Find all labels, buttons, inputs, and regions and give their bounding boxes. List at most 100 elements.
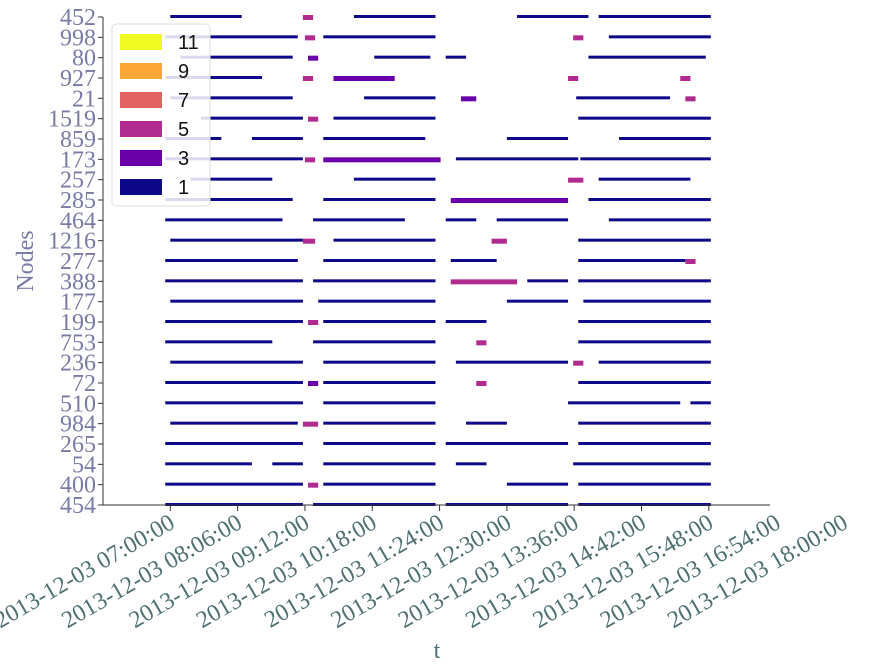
segment: [573, 462, 711, 466]
segment: [685, 259, 696, 264]
segment: [307, 482, 319, 488]
y-tick-label: 464: [60, 208, 96, 234]
segment: [608, 218, 711, 222]
segment: [578, 381, 711, 384]
segment: [165, 401, 303, 405]
segment: [578, 482, 711, 486]
segment: [455, 462, 487, 466]
segment: [165, 198, 293, 201]
segment: [170, 238, 303, 242]
segment: [598, 360, 711, 364]
segment: [307, 55, 319, 61]
segment: [578, 320, 711, 323]
y-tick-label: 998: [60, 25, 96, 51]
segment: [460, 96, 477, 102]
legend-label: 3: [178, 148, 189, 170]
segment: [165, 462, 252, 466]
segment: [491, 238, 507, 244]
segment: [165, 35, 298, 39]
segment: [323, 157, 441, 163]
segment: [251, 137, 303, 140]
segment: [476, 381, 487, 386]
y-tick-label: 454: [60, 493, 96, 519]
segment: [496, 218, 569, 222]
segment: [364, 96, 436, 100]
segment: [445, 55, 467, 59]
segment: [573, 360, 584, 366]
segment: [302, 238, 316, 244]
segment: [333, 116, 436, 120]
x-axis-label: t: [434, 638, 441, 664]
segment: [304, 157, 316, 163]
segment: [165, 442, 303, 445]
segment: [302, 15, 314, 20]
y-tick-label: 753: [60, 330, 96, 356]
segment: [450, 198, 569, 203]
segment: [165, 259, 298, 262]
segment: [588, 198, 711, 201]
segment: [527, 279, 569, 283]
y-tick-label: 927: [60, 66, 96, 92]
segment: [323, 259, 436, 262]
segment: [374, 55, 431, 59]
segment: [200, 116, 303, 120]
y-tick-label: 199: [60, 310, 96, 336]
legend-swatch: [120, 34, 162, 50]
segment: [333, 238, 436, 242]
segment: [318, 299, 436, 303]
segment: [690, 401, 711, 405]
legend-swatch: [120, 179, 162, 195]
segment: [608, 35, 711, 39]
segment: [307, 320, 319, 325]
segment: [304, 35, 316, 41]
segment: [165, 381, 303, 384]
y-tick-label: 984: [60, 412, 96, 438]
segment: [313, 279, 436, 283]
segment: [307, 381, 319, 386]
segment: [170, 360, 303, 364]
y-tick-label: 1216: [48, 229, 96, 255]
segment: [506, 137, 569, 140]
segment: [313, 218, 405, 222]
segment: [578, 421, 711, 425]
segment: [323, 462, 436, 466]
legend-swatch: [120, 121, 162, 137]
segment: [333, 76, 395, 81]
segment: [573, 35, 584, 41]
segment: [302, 421, 319, 427]
segment: [302, 76, 314, 81]
segment: [517, 15, 589, 18]
legend-label: 11: [178, 32, 199, 54]
segment: [323, 137, 426, 140]
segment: [165, 279, 303, 283]
segment: [445, 218, 477, 222]
segment: [180, 55, 293, 59]
y-tick-label: 285: [60, 188, 96, 214]
segment: [455, 360, 569, 364]
segment: [445, 320, 487, 323]
y-tick-label: 510: [60, 391, 96, 417]
segment: [165, 218, 283, 222]
segment: [323, 35, 436, 39]
y-tick-label: 1519: [48, 107, 96, 133]
segment: [165, 482, 303, 486]
y-tick-label: 173: [60, 147, 96, 173]
legend-swatch: [120, 63, 162, 79]
segment: [568, 401, 681, 405]
segment: [323, 442, 436, 445]
legend-swatch: [120, 92, 162, 108]
segment: [576, 96, 671, 100]
segment: [165, 320, 303, 323]
segment: [598, 15, 711, 18]
legend-swatch: [120, 150, 162, 166]
y-tick-label: 400: [60, 473, 96, 499]
segment: [170, 15, 242, 18]
segment: [323, 360, 436, 364]
segment: [578, 340, 711, 344]
segment: [578, 238, 711, 242]
y-tick-label: 257: [60, 168, 96, 194]
y-tick-label: 236: [60, 351, 96, 377]
segment: [619, 137, 711, 140]
segment: [580, 157, 711, 161]
segment: [323, 421, 436, 425]
